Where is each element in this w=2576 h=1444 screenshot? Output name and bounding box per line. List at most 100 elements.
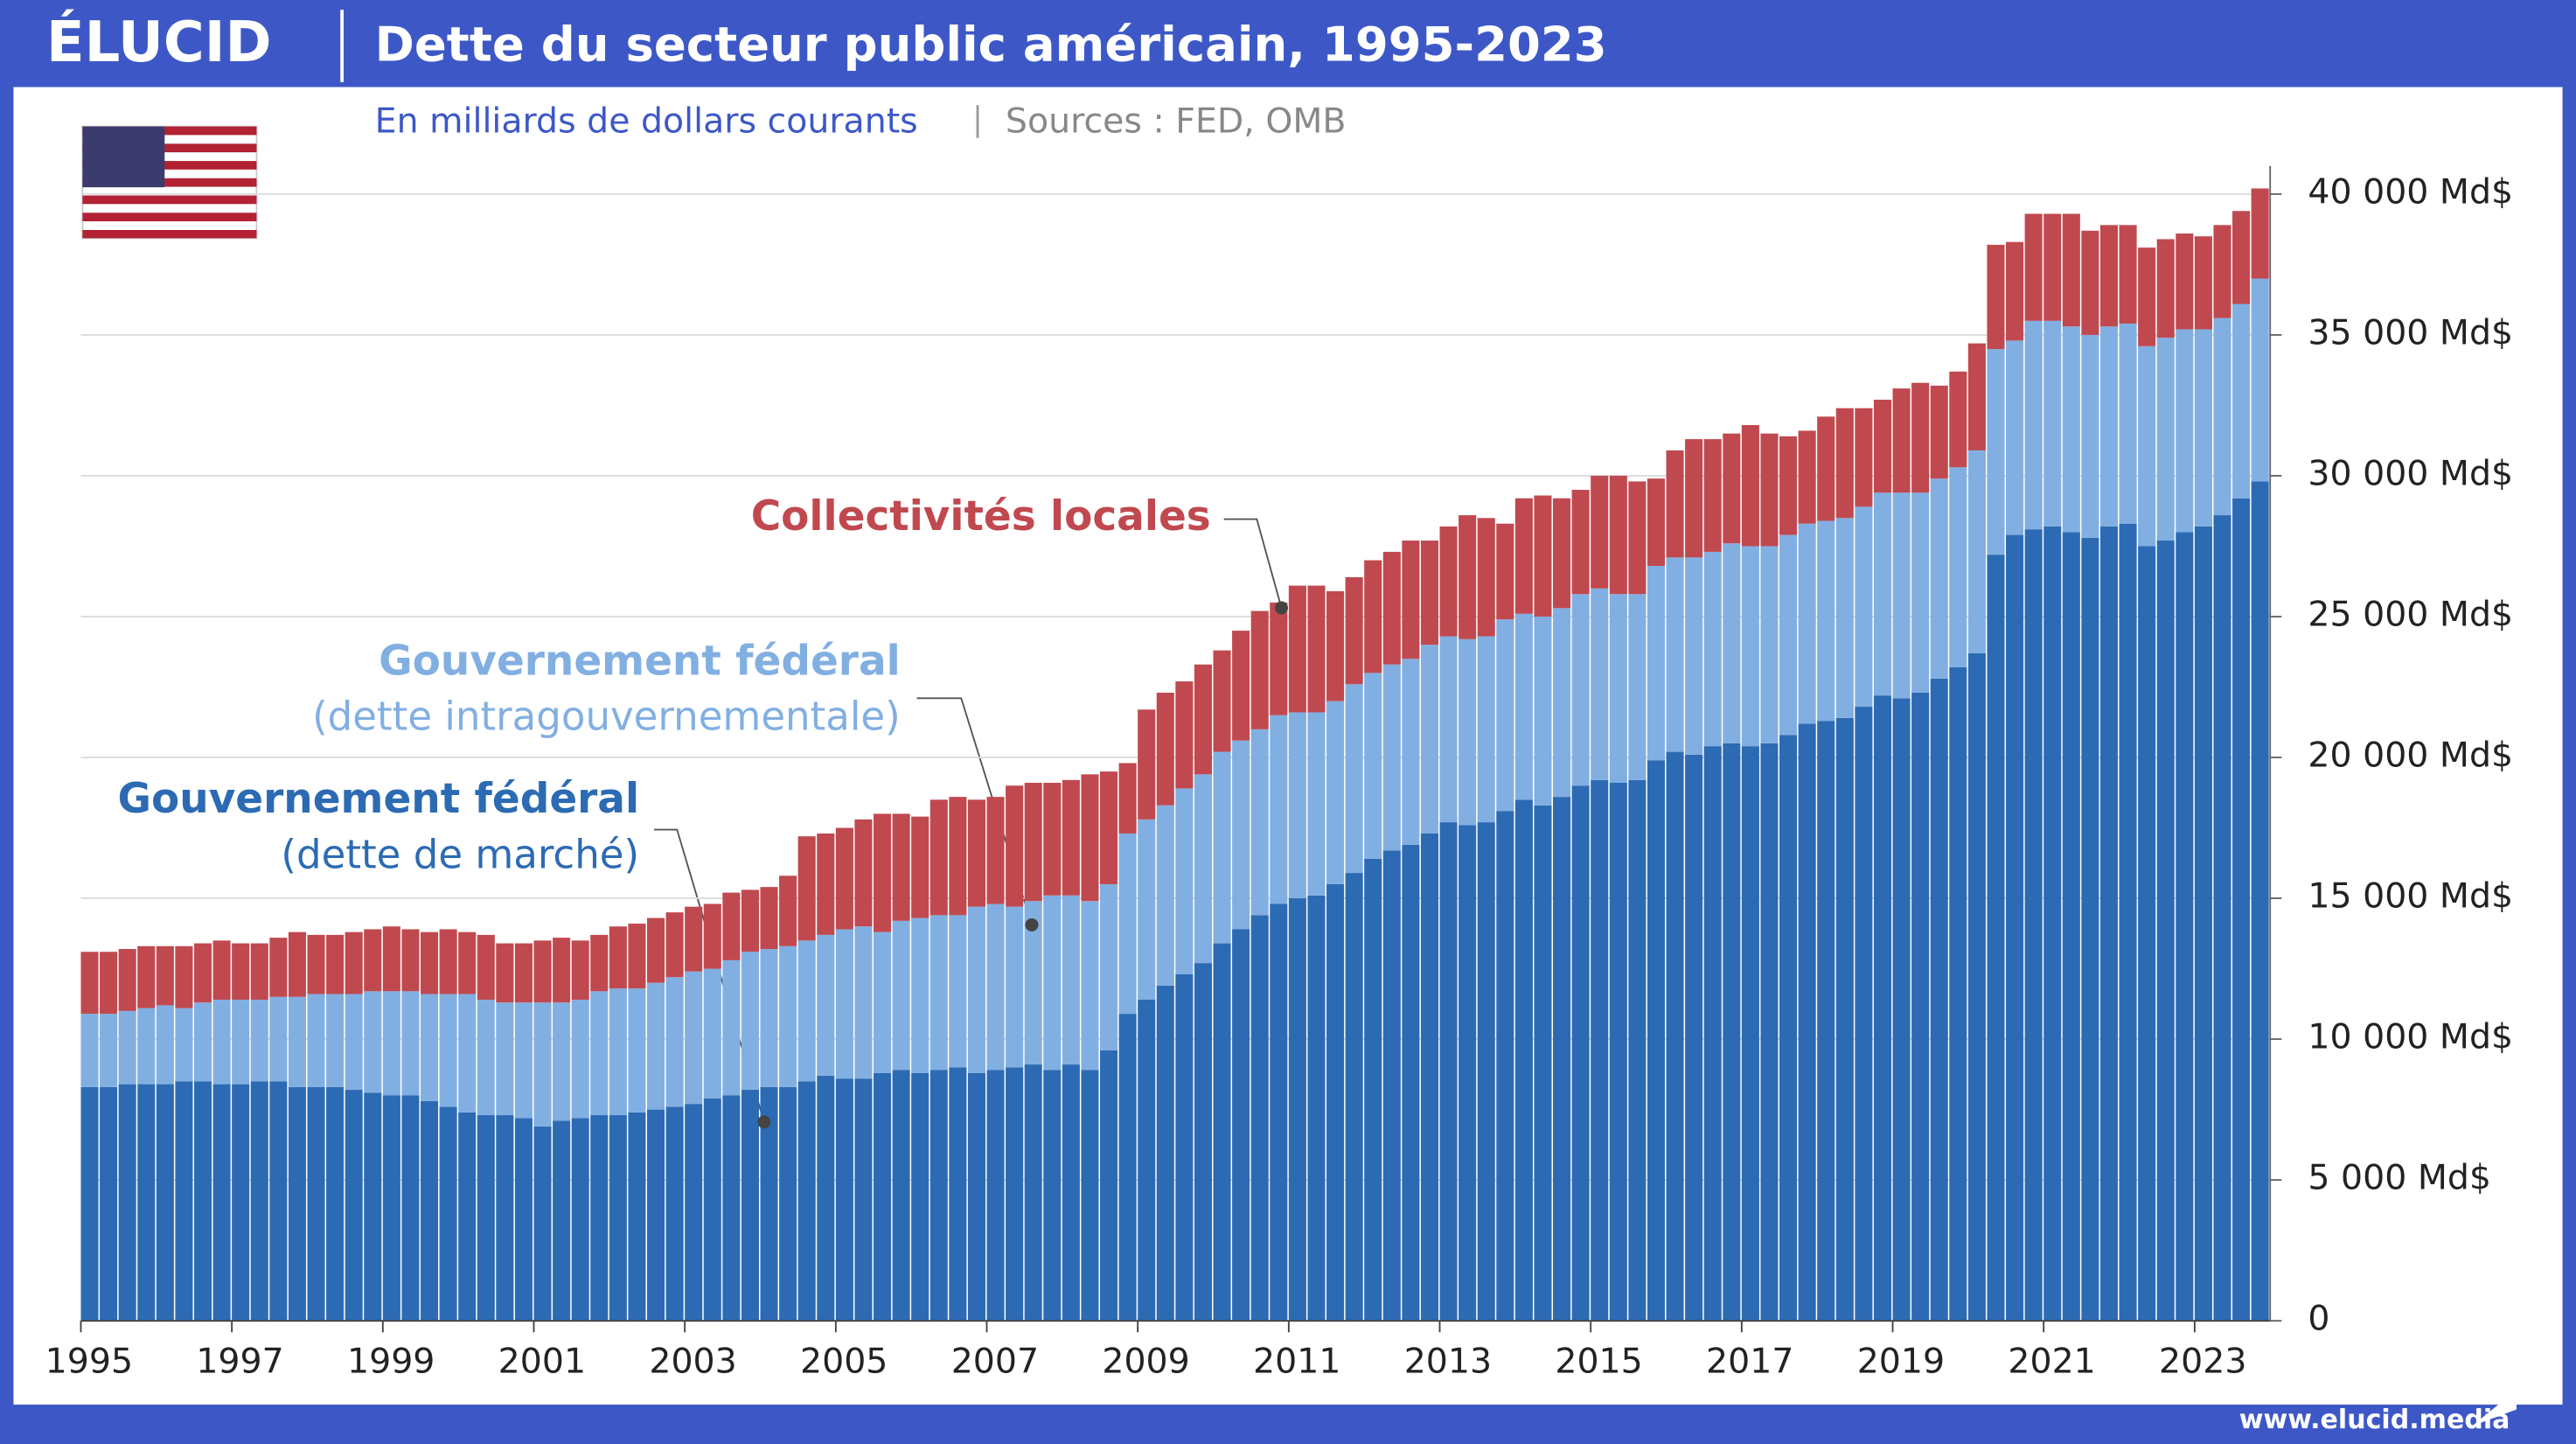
bar-segment xyxy=(1250,915,1269,1322)
bar-segment xyxy=(1364,673,1382,859)
bar-segment xyxy=(2194,329,2212,527)
bar-segment xyxy=(1553,498,1571,609)
bar-segment xyxy=(326,994,345,1087)
bar-segment xyxy=(986,797,1005,904)
bar-segment xyxy=(2062,326,2080,533)
bar-segment xyxy=(382,1095,400,1322)
bar-segment xyxy=(288,931,306,997)
series-label: Collectivités locales xyxy=(751,492,1211,541)
bar-segment xyxy=(401,991,420,1096)
bar-segment xyxy=(1459,825,1477,1322)
bar-segment xyxy=(1723,743,1741,1322)
y-tick-label: 30 000 Md$ xyxy=(2308,453,2513,493)
bar-segment xyxy=(1967,652,1986,1322)
bar-segment xyxy=(250,943,268,1000)
bar-segment xyxy=(1420,645,1439,834)
bar-segment xyxy=(1591,779,1609,1322)
bar-segment xyxy=(156,1005,174,1085)
bar-segment xyxy=(1609,594,1627,784)
bar-segment xyxy=(1967,450,1986,653)
bar-segment xyxy=(1213,751,1231,944)
bar-segment xyxy=(137,1008,156,1085)
bar-segment xyxy=(1930,478,1948,679)
bar-segment xyxy=(1930,385,1948,479)
bar-segment xyxy=(1534,805,1552,1322)
bar-segment xyxy=(80,952,99,1015)
bar-segment xyxy=(269,938,288,997)
bar-segment xyxy=(2213,225,2231,318)
bar-segment xyxy=(2062,532,2080,1322)
bar-segment xyxy=(1949,467,1967,667)
bar-segment xyxy=(854,926,873,1079)
bar-segment xyxy=(1496,523,1514,620)
bar-segment xyxy=(2138,546,2156,1322)
bar-segment xyxy=(665,977,684,1107)
bar-segment xyxy=(949,915,967,1068)
bar-segment xyxy=(1911,492,1930,693)
bar-segment xyxy=(307,1086,325,1322)
bar-segment xyxy=(1534,616,1552,806)
bar-segment xyxy=(1062,1064,1080,1322)
bar-segment xyxy=(1364,858,1382,1322)
x-tick-label: 2005 xyxy=(800,1341,888,1381)
bar-segment xyxy=(175,1081,193,1322)
bar-segment xyxy=(2062,213,2080,327)
bar-segment xyxy=(496,1115,514,1322)
bar-segment xyxy=(137,1084,156,1322)
x-tick-label: 2007 xyxy=(951,1341,1039,1381)
bar-segment xyxy=(1024,1064,1042,1322)
bar-segment xyxy=(250,999,268,1082)
bar-segment xyxy=(1647,478,1666,567)
bar-segment xyxy=(1967,343,1986,450)
bar-segment xyxy=(1382,551,1401,665)
bar-segment xyxy=(1666,450,1684,558)
bar-segment xyxy=(854,819,873,927)
bar-segment xyxy=(100,952,118,1015)
bar-segment xyxy=(118,1010,136,1085)
bar-segment xyxy=(1288,712,1306,899)
bar-segment xyxy=(477,999,495,1116)
bar-segment xyxy=(307,994,325,1087)
bar-segment xyxy=(193,1002,212,1082)
bar-segment xyxy=(212,999,231,1085)
bar-segment xyxy=(967,1072,985,1322)
bar-segment xyxy=(722,1095,741,1322)
bar-segment xyxy=(685,906,703,972)
bar-segment xyxy=(1817,416,1835,521)
bar-segment xyxy=(1062,779,1080,896)
bar-segment xyxy=(1345,576,1363,685)
bar-segment xyxy=(1666,557,1684,752)
bar-segment xyxy=(854,1078,873,1322)
bar-segment xyxy=(2176,329,2194,533)
bar-segment xyxy=(967,906,985,1073)
y-tick-label: 0 xyxy=(2308,1299,2329,1339)
bar-segment xyxy=(1855,707,1873,1322)
x-tick-label: 1995 xyxy=(45,1341,133,1381)
bar-segment xyxy=(1628,594,1647,780)
bar-segment xyxy=(911,1072,929,1322)
bar-segment xyxy=(929,915,948,1071)
bar-segment xyxy=(1534,495,1552,617)
bar-segment xyxy=(288,996,306,1087)
bar-segment xyxy=(514,1118,533,1322)
bar-segment xyxy=(1987,244,2005,350)
bar-segment xyxy=(137,945,156,1008)
bar-segment xyxy=(1439,526,1458,637)
bar-segment xyxy=(212,940,231,1000)
bar-segment xyxy=(797,1081,816,1322)
bar-segment xyxy=(1006,906,1024,1068)
bar-segment xyxy=(741,889,759,952)
bar-segment xyxy=(1232,740,1250,930)
x-tick-label: 2011 xyxy=(1253,1341,1340,1381)
x-tick-label: 2003 xyxy=(649,1341,736,1381)
bar-segment xyxy=(553,1002,571,1121)
bar-segment xyxy=(1402,844,1420,1322)
bar-segment xyxy=(1326,701,1345,884)
bar-segment xyxy=(1987,349,2005,555)
bar-segment xyxy=(326,1086,345,1322)
bar-segment xyxy=(2043,213,2062,321)
bar-segment xyxy=(873,813,892,932)
footer: www.elucid.media xyxy=(2239,1405,2510,1435)
leader-line xyxy=(1223,518,1283,609)
